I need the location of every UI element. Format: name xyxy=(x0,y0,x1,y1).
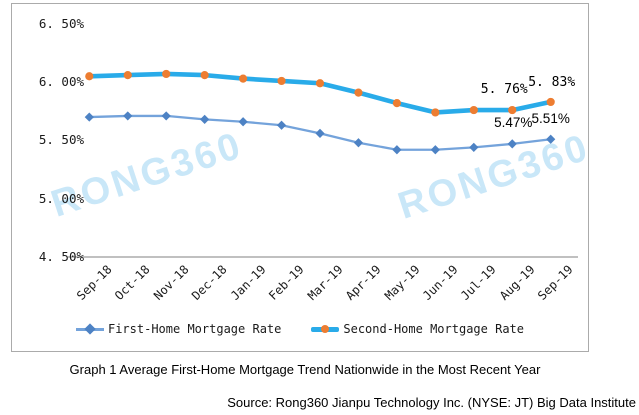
legend-label-second-home: Second-Home Mortgage Rate xyxy=(343,322,524,336)
second-home-point-May-19 xyxy=(392,98,401,108)
first-home-point-May-19 xyxy=(392,145,402,155)
second-home-line-marker-icon xyxy=(311,319,340,339)
data-label-first-home-Aug-19: 5.47% xyxy=(494,114,533,130)
data-label-first-home-Sep-19: 5.51% xyxy=(531,111,570,127)
first-home-point-Sep-19 xyxy=(546,134,556,144)
source-credit: Source: Rong360 Jianpu Technology Inc. (… xyxy=(227,395,636,410)
y-tick-label: 5. 50% xyxy=(38,132,84,148)
y-tick-label: 4. 50% xyxy=(38,249,84,264)
legend-item-first-home: First-Home Mortgage Rate xyxy=(75,319,282,339)
second-home-point-Dec-18 xyxy=(200,71,209,80)
second-home-point-Sep-19 xyxy=(546,97,555,107)
first-home-point-Jul-19 xyxy=(469,142,479,152)
second-home-point-Sep-18 xyxy=(85,72,94,81)
first-home-point-Oct-18 xyxy=(123,111,133,121)
first-home-point-Jan-19 xyxy=(238,117,248,127)
y-tick-label: 5. 00% xyxy=(38,190,84,206)
first-home-point-Apr-19 xyxy=(353,138,364,148)
first-home-point-Feb-19 xyxy=(276,120,287,130)
legend: First-Home Mortgage Rate Second-Home Mor… xyxy=(12,319,588,339)
y-tick-label: 6. 00% xyxy=(38,74,84,90)
second-home-point-Feb-19 xyxy=(277,76,286,86)
first-home-point-Sep-18 xyxy=(84,112,94,122)
first-home-point-Jun-19 xyxy=(430,145,440,155)
legend-item-second-home: Second-Home Mortgage Rate xyxy=(311,319,524,339)
second-home-point-Jan-19 xyxy=(239,74,248,83)
first-home-point-Dec-18 xyxy=(200,114,210,125)
first-home-line-marker-icon xyxy=(75,319,104,339)
second-home-point-Oct-18 xyxy=(123,71,132,80)
second-home-point-Jul-19 xyxy=(469,105,478,115)
legend-label-first-home: First-Home Mortgage Rate xyxy=(107,322,282,336)
first-home-point-Aug-19 xyxy=(507,139,517,149)
chart-caption: Graph 1 Average First-Home Mortgage Tren… xyxy=(69,362,541,377)
first-home-point-Mar-19 xyxy=(315,128,325,139)
second-home-point-Aug-19 xyxy=(508,105,517,115)
chart-plot-frame xyxy=(11,3,589,352)
first-home-point-Nov-18 xyxy=(161,111,171,121)
second-home-point-Apr-19 xyxy=(354,88,363,97)
second-home-point-Jun-19 xyxy=(431,108,440,117)
second-home-point-Mar-19 xyxy=(315,79,325,88)
second-home-point-Nov-18 xyxy=(162,69,171,79)
y-tick-label: 6. 50% xyxy=(38,15,84,31)
data-label-second-home-Sep-19: 5. 83% xyxy=(528,74,576,90)
data-label-second-home-Aug-19: 5. 76% xyxy=(480,82,528,98)
